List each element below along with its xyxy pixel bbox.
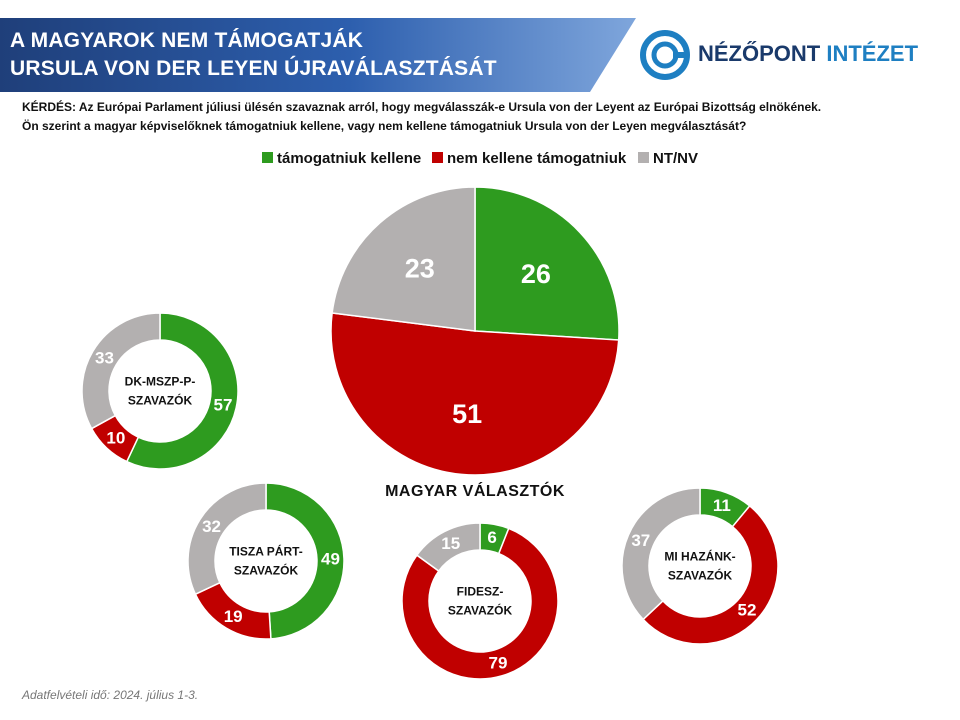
slice-support [474,186,620,341]
legend-swatch-nt [638,152,649,163]
slice-oppose [642,504,779,645]
data-label-nt: 23 [405,253,435,283]
data-label-nt: 37 [631,531,650,550]
data-label-nt: 15 [441,534,460,553]
chart-legend: támogatniuk kellene nem kellene támogatn… [262,150,762,170]
page-title: A MAGYAROK NEM TÁMOGATJÁK URSULA VON DER… [10,27,497,83]
question-line-1: KÉRDÉS: Az Európai Parlament júliusi ülé… [22,100,822,114]
data-label-oppose: 10 [106,429,125,448]
slice-nt [187,482,267,596]
legend-label-oppose: nem kellene támogatniuk [447,150,627,167]
chart-label-line: TISZA PÁRT- [229,544,303,559]
chart-label-line: SZAVAZÓK [234,563,299,578]
logo-text-accent: INTÉZET [826,41,919,66]
title-line-1: A MAGYAROK NEM TÁMOGATJÁK [10,29,364,52]
chart-group-4: 11 52 37 MI HAZÁNK- SZAVAZÓK [621,487,779,645]
chart-label-line: DK-MSZP-P- [125,375,196,389]
legend-swatch-support [262,152,273,163]
data-label-oppose: 19 [224,607,243,626]
question-line-2: Ön szerint a magyar képviselőknek támoga… [22,119,747,133]
slice-nt [415,522,481,573]
data-label-support: 6 [487,528,496,547]
data-label-support: 49 [321,549,340,568]
title-banner-shape [0,18,636,92]
chart-magyar-valasztok: 26 51 23 MAGYAR VÁLASZTÓK [330,186,620,500]
chart-label-line: MI HAZÁNK- [664,549,735,564]
slice-oppose [401,527,559,680]
chart-label-line: SZAVAZÓK [448,603,513,618]
legend-swatch-oppose [432,152,443,163]
survey-question: KÉRDÉS: Az Európai Parlament júliusi ülé… [22,98,942,136]
slice-support [265,482,345,640]
legend-label-support: támogatniuk kellene [277,150,422,167]
data-label-support: 57 [213,396,232,415]
chart-label-line: SZAVAZÓK [128,393,193,408]
chart-group-3: 6 79 15 FIDESZ- SZAVAZÓK [401,522,559,680]
slice-nt [331,186,476,332]
chart-label-line: FIDESZ- [457,585,504,599]
data-label-nt: 33 [95,349,114,368]
footnote: Adatfelvételi idő: 2024. július 1-3. [22,688,199,702]
data-label-oppose: 51 [452,399,482,429]
slice-support [125,312,239,470]
nezopont-logo: NÉZŐPONT INTÉZET [640,28,940,84]
logo-text: NÉZŐPONT INTÉZET [698,41,918,67]
legend-label-nt: NT/NV [653,150,698,167]
logo-text-main: NÉZŐPONT [698,41,821,66]
slice-nt [81,312,161,430]
logo-icon [640,30,690,80]
chart-group-2: 49 19 32 TISZA PÁRT- SZAVAZÓK [187,482,345,640]
data-label-nt: 32 [202,517,221,536]
title-line-2: URSULA VON DER LEYEN ÚJRAVÁLASZTÁSÁT [10,57,497,80]
slice-oppose [330,312,620,476]
title-banner: A MAGYAROK NEM TÁMOGATJÁK URSULA VON DER… [0,18,640,92]
legend-item-support: támogatniuk kellene [262,150,421,167]
data-label-oppose: 52 [738,601,757,620]
chart-group-1: 57 10 33 DK-MSZP-P- SZAVAZÓK [81,312,239,470]
legend-item-nt: NT/NV [638,150,698,167]
slice-nt [621,487,701,621]
data-label-support: 26 [521,259,551,289]
data-label-oppose: 79 [489,653,508,672]
legend-item-oppose: nem kellene támogatniuk [432,150,626,167]
chart-label: MAGYAR VÁLASZTÓK [385,481,565,500]
data-label-support: 11 [713,496,731,515]
chart-label-line: SZAVAZÓK [668,568,733,583]
